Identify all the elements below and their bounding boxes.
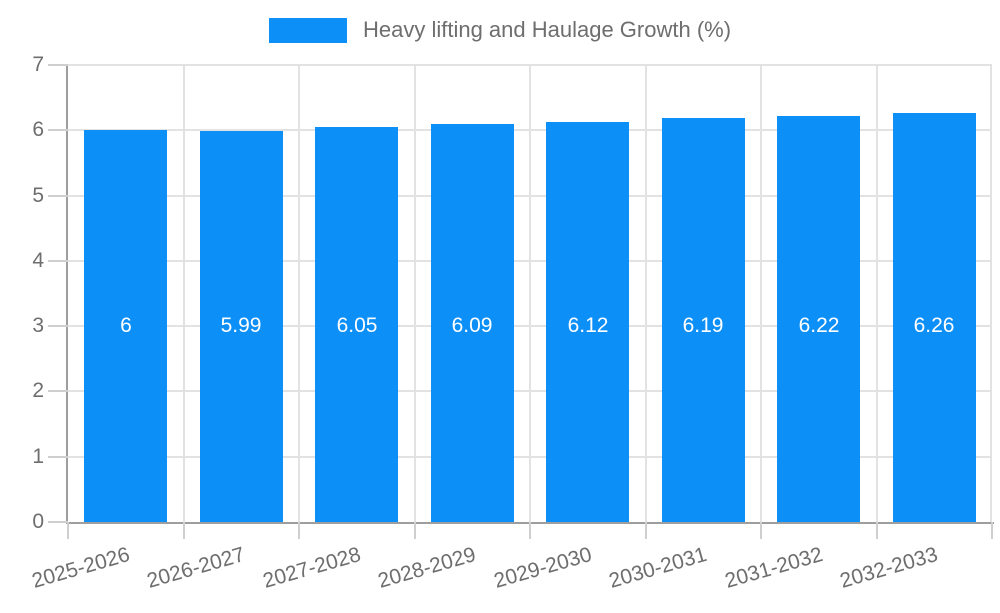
x-tick-mark: [645, 522, 647, 539]
bar-value-label: 6.19: [682, 314, 724, 338]
bar-2026-2027[interactable]: [200, 130, 283, 522]
x-tick-mark: [991, 522, 993, 539]
y-tick-label: 4: [32, 249, 44, 272]
y-tick-label: 3: [32, 314, 44, 337]
y-tick-mark: [48, 390, 68, 392]
vertical-gridline: [529, 65, 531, 522]
y-tick-label: 0: [32, 510, 44, 533]
x-tick-mark: [67, 522, 69, 539]
bar-value-label: 5.99: [220, 314, 262, 338]
bar-2030-2031[interactable]: [662, 117, 745, 522]
x-tick-mark: [298, 522, 300, 539]
vertical-gridline: [760, 65, 762, 522]
legend-swatch[interactable]: [268, 17, 347, 43]
y-tick-label: 1: [32, 445, 44, 468]
bar-2032-2033[interactable]: [893, 113, 976, 522]
bar-2027-2028[interactable]: [315, 127, 398, 522]
y-tick-label: 5: [32, 184, 44, 207]
y-tick-mark: [48, 64, 68, 66]
bar-2028-2029[interactable]: [431, 124, 514, 522]
vertical-gridline: [645, 65, 647, 522]
vertical-gridline: [183, 65, 185, 522]
y-axis-line: [66, 65, 68, 524]
bar-2031-2032[interactable]: [777, 115, 860, 522]
y-tick-mark: [48, 195, 68, 197]
vertical-gridline: [414, 65, 416, 522]
x-tick-mark: [760, 522, 762, 539]
vertical-gridline: [990, 65, 992, 522]
y-tick-mark: [48, 129, 68, 131]
bar-value-label: 6: [120, 314, 132, 338]
legend[interactable]: Heavy lifting and Haulage Growth (%): [0, 17, 1000, 43]
bar-value-label: 6.26: [913, 314, 955, 338]
bar-2029-2030[interactable]: [546, 122, 629, 522]
y-tick-label: 7: [32, 53, 44, 76]
bar-value-label: 6.09: [451, 314, 493, 338]
bar-value-label: 6.05: [336, 314, 378, 338]
y-tick-label: 2: [32, 379, 44, 402]
y-tick-mark: [48, 260, 68, 262]
plot-area: 6 5.99 6.05 6.09 6.12 6.19 6.22 6.26: [68, 64, 992, 522]
bar-value-label: 6.12: [567, 314, 609, 338]
x-tick-mark: [876, 522, 878, 539]
y-tick-label: 6: [32, 118, 44, 141]
x-tick-mark: [414, 522, 416, 539]
vertical-gridline: [876, 65, 878, 522]
y-tick-mark: [48, 325, 68, 327]
bar-2025-2026[interactable]: [84, 130, 167, 522]
bar-value-label: 6.22: [798, 314, 840, 338]
vertical-gridline: [298, 65, 300, 522]
y-tick-mark: [48, 456, 68, 458]
y-tick-mark: [48, 521, 68, 523]
x-tick-mark: [183, 522, 185, 539]
legend-label[interactable]: Heavy lifting and Haulage Growth (%): [362, 17, 732, 42]
x-tick-mark: [529, 522, 531, 539]
